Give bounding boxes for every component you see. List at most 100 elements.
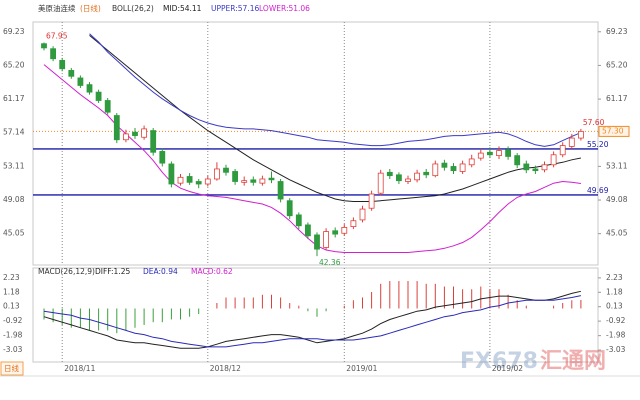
candle-body bbox=[505, 149, 512, 157]
candle-body bbox=[104, 100, 111, 113]
y-tick-label: 2.23 bbox=[3, 273, 20, 282]
y-tick-label: 0.13 bbox=[3, 302, 20, 311]
candle-body bbox=[414, 172, 421, 181]
indicator: MACD(26,12,9) bbox=[38, 267, 95, 276]
candle-body bbox=[177, 176, 184, 184]
candle-body bbox=[568, 137, 575, 147]
legend-entry: DIFF:1.25 bbox=[95, 267, 130, 276]
legend-entry: UPPER:57.16 bbox=[211, 4, 259, 13]
watermark: FX678 bbox=[460, 349, 538, 374]
candle-body bbox=[550, 154, 557, 166]
y-tick-label: 69.23 bbox=[606, 27, 628, 36]
candle-body bbox=[141, 128, 148, 138]
indicator: BOLL(26,2) bbox=[112, 4, 154, 13]
candle-body bbox=[423, 171, 430, 176]
candle-body bbox=[332, 230, 339, 235]
candle-body bbox=[223, 167, 229, 173]
level-label: 49.69 bbox=[587, 186, 609, 195]
watermark: 汇通网 bbox=[540, 349, 606, 374]
candle-body bbox=[541, 164, 548, 171]
y-tick-label: 2.23 bbox=[606, 273, 623, 282]
candle-body bbox=[168, 163, 175, 185]
candle-body bbox=[68, 70, 75, 77]
candle-body bbox=[450, 166, 457, 172]
y-tick-label: 45.05 bbox=[3, 229, 25, 238]
candle-body bbox=[232, 171, 239, 182]
candle-body bbox=[405, 178, 411, 182]
y-tick-label: -1.98 bbox=[606, 331, 626, 340]
level-label: 55.20 bbox=[587, 140, 609, 149]
tab[interactable] bbox=[0, 361, 24, 376]
y-tick-label: -0.92 bbox=[606, 316, 626, 325]
price-panel bbox=[32, 21, 599, 266]
candle-body bbox=[195, 181, 202, 185]
x-tick-label: 2019/01 bbox=[346, 364, 377, 373]
indicator-line bbox=[89, 35, 581, 202]
y-tick-label: 1.18 bbox=[3, 287, 20, 296]
y-tick-label: 57.14 bbox=[3, 128, 25, 137]
x-tick-label: 2018/11 bbox=[64, 364, 95, 373]
candle-body bbox=[523, 163, 530, 171]
candle-body bbox=[395, 174, 402, 182]
indicator-line bbox=[43, 295, 582, 348]
macd-panel bbox=[32, 267, 599, 363]
y-tick-label: 49.08 bbox=[606, 195, 628, 204]
candle-body bbox=[377, 172, 384, 194]
legend-entry: MACD:0.62 bbox=[191, 267, 233, 276]
legend-entry: DEA:0.94 bbox=[143, 267, 178, 276]
candle-body bbox=[295, 214, 302, 227]
candle-body bbox=[159, 151, 166, 164]
candle-body bbox=[459, 163, 466, 172]
y-tick-label: 61.17 bbox=[606, 94, 628, 103]
candle-body bbox=[213, 168, 220, 180]
candle-body bbox=[113, 115, 120, 141]
candle-body bbox=[123, 133, 129, 141]
candle-body bbox=[441, 162, 448, 168]
candle-body bbox=[268, 177, 275, 181]
candle-body bbox=[95, 91, 102, 101]
legend-entry: LOWER:51.06 bbox=[259, 4, 310, 13]
y-tick-label: 65.20 bbox=[606, 60, 628, 69]
candle-body bbox=[86, 84, 93, 93]
y-tick-label: -3.03 bbox=[3, 345, 23, 354]
tab-label[interactable]: 日线 bbox=[4, 363, 19, 373]
candle-body bbox=[468, 158, 475, 166]
candle-body bbox=[532, 168, 539, 172]
candle-body bbox=[578, 130, 584, 139]
candle-body bbox=[77, 77, 84, 86]
y-tick-label: 69.23 bbox=[3, 27, 25, 36]
price-annotation: 67.95 bbox=[46, 31, 68, 40]
y-tick-label: -0.92 bbox=[3, 316, 23, 325]
candle-body bbox=[359, 208, 366, 221]
candle-body bbox=[350, 220, 357, 227]
last-price-box bbox=[598, 125, 630, 137]
candle-body bbox=[514, 155, 521, 166]
candle-body bbox=[132, 131, 138, 136]
indicator-line bbox=[43, 290, 582, 349]
price-annotation: 57.60 bbox=[583, 118, 605, 127]
candle-body bbox=[50, 48, 56, 60]
y-tick-label: 45.05 bbox=[606, 229, 628, 238]
candle-body bbox=[341, 227, 348, 234]
candle-body bbox=[59, 60, 66, 70]
y-tick-label: 1.18 bbox=[606, 287, 623, 296]
y-tick-label: -1.98 bbox=[3, 331, 23, 340]
candle-body bbox=[304, 224, 311, 237]
y-tick-label: 65.20 bbox=[3, 60, 25, 69]
indicator-line bbox=[43, 64, 581, 253]
last-price-label: 57.30 bbox=[602, 126, 624, 135]
candle-body bbox=[259, 178, 266, 184]
instrument-title: 美原油连续 bbox=[38, 3, 76, 13]
candle-body bbox=[250, 179, 257, 183]
candle-body bbox=[314, 234, 320, 250]
y-tick-label: 61.17 bbox=[3, 94, 25, 103]
candle-body bbox=[286, 200, 293, 217]
x-tick-label: 2019/02 bbox=[492, 364, 523, 373]
y-tick-label: 53.11 bbox=[3, 161, 25, 170]
y-tick-label: 0.13 bbox=[606, 302, 623, 311]
indicator-line bbox=[89, 33, 582, 147]
y-tick-label: 53.11 bbox=[606, 161, 628, 170]
candle-body bbox=[41, 43, 47, 49]
